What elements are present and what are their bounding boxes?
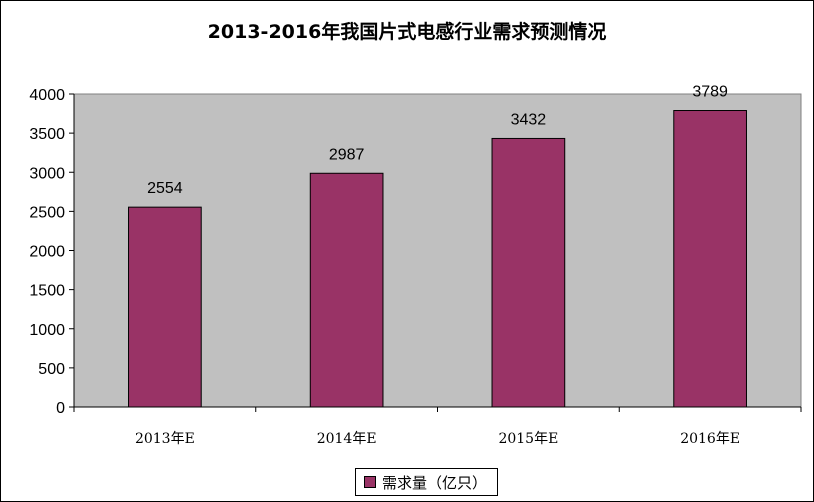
chart-title: 2013-2016年我国片式电感行业需求预测情况 [207,21,607,43]
data-label: 2987 [329,146,365,163]
x-tick-label: 2015年E [498,431,558,447]
data-label: 3789 [692,84,728,101]
x-tick-label: 2013年E [135,431,195,447]
x-tick-label: 2014年E [317,431,377,447]
legend: 需求量（亿只） [355,468,499,496]
legend-swatch [364,476,376,488]
bar [128,206,202,408]
bar [673,110,747,408]
y-tick-label: 2500 [29,204,65,221]
y-tick-label: 3500 [29,126,65,143]
y-tick-label: 0 [56,400,65,417]
data-label: 3432 [511,111,547,128]
y-tick-label: 500 [38,361,65,378]
legend-label: 需求量（亿只） [382,473,488,492]
bar [309,172,384,408]
y-tick-label: 1000 [29,322,65,339]
x-tick-label: 2016年E [680,431,740,447]
bar [491,137,566,408]
y-tick-label: 2000 [29,244,65,261]
y-tick-label: 1500 [29,283,65,300]
y-tick-label: 3000 [29,165,65,182]
y-tick-label: 4000 [29,87,65,104]
data-label: 2554 [147,180,183,197]
